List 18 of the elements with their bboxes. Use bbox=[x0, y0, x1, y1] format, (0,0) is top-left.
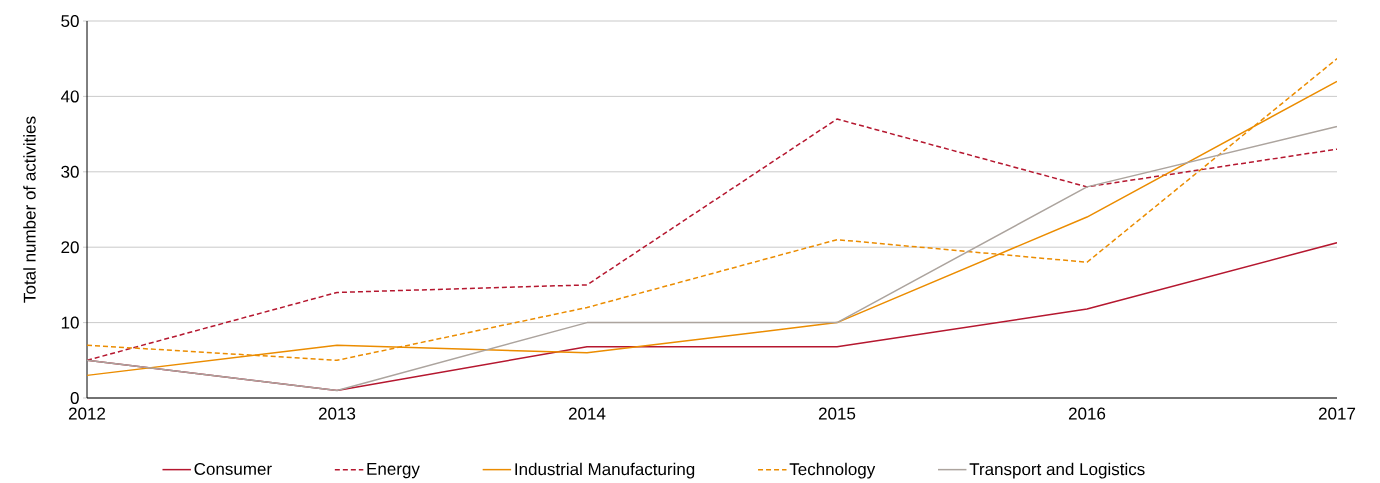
y-tick-label: 10 bbox=[61, 316, 79, 329]
y-tick-label: 30 bbox=[61, 165, 79, 178]
x-tick-label: 2013 bbox=[318, 407, 356, 420]
x-tick-label: 2014 bbox=[568, 407, 606, 420]
x-tick-label: 2016 bbox=[1068, 407, 1106, 420]
y-tick-label: 20 bbox=[61, 241, 79, 254]
y-tick-label: 0 bbox=[70, 391, 79, 405]
legend-label: Transport and Logistics bbox=[969, 462, 1145, 479]
y-axis-title: Total number of activities bbox=[23, 116, 36, 303]
x-tick-label: 2012 bbox=[68, 407, 106, 420]
y-tick-label: 50 bbox=[61, 14, 79, 28]
x-tick-label: 2015 bbox=[818, 407, 856, 420]
legend-label: Industrial Manufacturing bbox=[515, 462, 695, 479]
legend-label: Energy bbox=[367, 463, 420, 479]
x-tick-label: 2017 bbox=[1318, 407, 1356, 420]
legend-label: Consumer bbox=[194, 462, 272, 475]
y-tick-label: 40 bbox=[60, 90, 79, 103]
legend-label: Technology bbox=[789, 462, 876, 479]
